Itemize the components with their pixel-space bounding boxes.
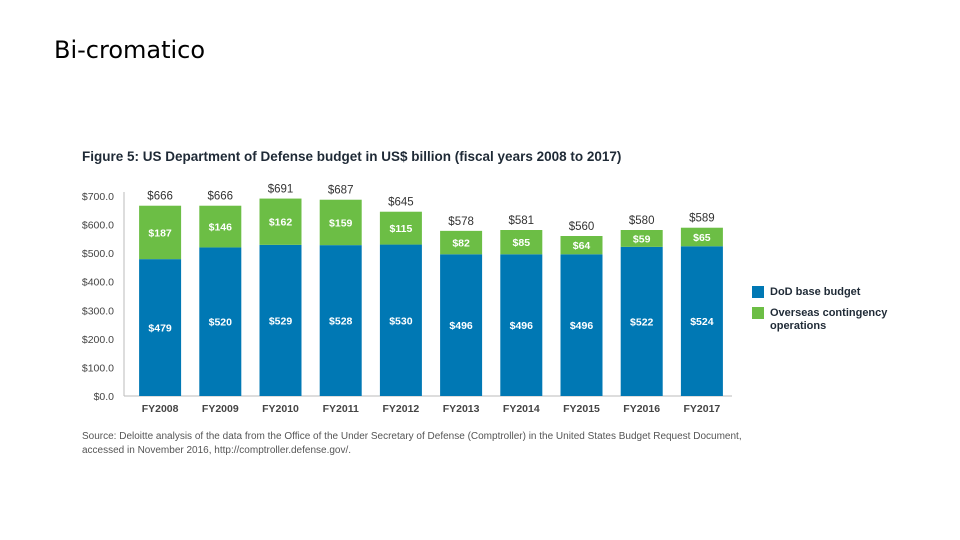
bar-base-FY2017: [680, 246, 723, 396]
x-tick-label: FY2013: [443, 403, 480, 415]
legend: DoD base budget Overseas contingency ope…: [752, 286, 912, 341]
label-total-FY2008: $666: [147, 191, 173, 203]
label-total-FY2012: $645: [388, 197, 414, 209]
label-oco-FY2016: $59: [633, 233, 651, 245]
label-total-FY2013: $578: [448, 216, 474, 228]
label-total-FY2016: $580: [629, 215, 655, 227]
label-base-FY2015: $496: [570, 320, 594, 332]
x-tick-label: FY2012: [383, 403, 420, 415]
source-note: Source: Deloitte analysis of the data fr…: [82, 431, 742, 456]
y-tick-label: $400.0: [82, 277, 114, 289]
label-oco-FY2011: $159: [329, 217, 353, 229]
figure-title: Figure 5: US Department of Defense budge…: [82, 149, 622, 164]
bar-oco-FY2011: [319, 199, 362, 246]
label-total-FY2011: $687: [328, 185, 354, 197]
x-tick-label: FY2008: [142, 403, 179, 415]
x-tick-label: FY2010: [262, 403, 299, 415]
label-base-FY2016: $522: [630, 316, 654, 328]
bar-base-FY2016: [620, 246, 663, 396]
label-base-FY2014: $496: [510, 320, 534, 332]
label-base-FY2011: $528: [329, 316, 353, 328]
x-tick-label: FY2017: [684, 403, 721, 415]
label-base-FY2013: $496: [449, 320, 473, 332]
x-tick-label: FY2015: [563, 403, 600, 415]
label-oco-FY2010: $162: [269, 217, 293, 229]
label-base-FY2017: $524: [690, 316, 714, 328]
y-tick-label: $500.0: [82, 248, 114, 260]
bar-oco-FY2008: [139, 205, 182, 260]
legend-label-oco: Overseas contingency operations: [770, 307, 888, 332]
bar-base-FY2013: [440, 254, 483, 396]
label-total-FY2017: $589: [689, 213, 715, 225]
label-base-FY2012: $530: [389, 315, 413, 327]
bar-oco-FY2013: [440, 230, 483, 255]
y-tick-label: $600.0: [82, 220, 114, 232]
bar-base-FY2011: [319, 245, 362, 396]
bar-base-FY2015: [560, 254, 603, 396]
label-total-FY2010: $691: [268, 184, 294, 196]
bar-oco-FY2015: [560, 236, 603, 255]
bar-base-FY2014: [500, 254, 543, 396]
legend-item-oco: Overseas contingency operations: [752, 307, 912, 333]
y-tick-label: $300.0: [82, 305, 114, 317]
x-tick-label: FY2014: [503, 403, 540, 415]
legend-swatch-oco: [752, 307, 764, 319]
bar-oco-FY2010: [259, 198, 302, 245]
label-oco-FY2015: $64: [573, 240, 591, 252]
label-oco-FY2009: $146: [209, 222, 233, 234]
label-base-FY2010: $529: [269, 315, 293, 327]
bar-base-FY2010: [259, 244, 302, 396]
label-oco-FY2013: $82: [452, 238, 470, 250]
label-total-FY2014: $581: [509, 215, 535, 227]
bar-base-FY2008: [139, 259, 182, 396]
label-base-FY2009: $520: [209, 317, 233, 329]
label-oco-FY2014: $85: [513, 237, 531, 249]
legend-item-base: DoD base budget: [752, 286, 912, 299]
bar-oco-FY2017: [680, 227, 723, 247]
x-tick-label: FY2016: [623, 403, 660, 415]
label-total-FY2009: $666: [208, 191, 234, 203]
bar-base-FY2009: [199, 247, 242, 396]
legend-swatch-base: [752, 286, 764, 298]
label-oco-FY2017: $65: [693, 232, 711, 244]
slide-title: Bi-cromatico: [54, 36, 206, 64]
y-tick-label: $700.0: [82, 191, 114, 203]
label-oco-FY2012: $115: [390, 223, 413, 235]
bar-base-FY2012: [379, 244, 422, 396]
x-tick-label: FY2011: [323, 403, 359, 415]
y-tick-label: $100.0: [82, 362, 114, 374]
label-oco-FY2008: $187: [148, 227, 172, 239]
y-tick-label: $200.0: [82, 334, 114, 346]
bar-oco-FY2014: [500, 230, 543, 255]
bar-oco-FY2016: [620, 230, 663, 247]
label-base-FY2008: $479: [148, 323, 172, 335]
legend-label-base: DoD base budget: [770, 286, 861, 298]
y-tick-label: $0.0: [94, 391, 115, 403]
label-total-FY2015: $560: [569, 221, 595, 233]
bar-oco-FY2012: [379, 211, 422, 245]
x-tick-label: FY2009: [202, 403, 239, 415]
bar-oco-FY2009: [199, 205, 242, 248]
bar-chart: $0.0 $100.0 $200.0 $300.0 $400.0 $500.0 $600.0…: [82, 184, 732, 415]
